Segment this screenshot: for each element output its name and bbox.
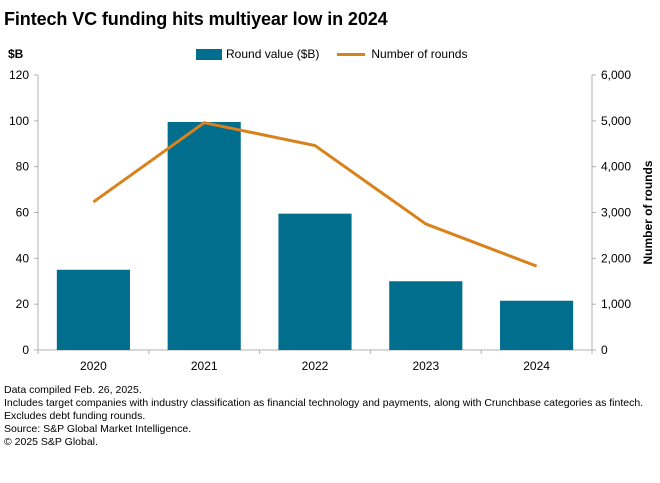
right-axis-title: Number of rounds <box>641 160 655 264</box>
x-axis-label: 2024 <box>523 359 550 373</box>
note-inclusion: Includes target companies with industry … <box>4 397 644 409</box>
chart-title: Fintech VC funding hits multiyear low in… <box>4 9 388 29</box>
left-axis-tick-label: 20 <box>16 297 30 311</box>
legend: Round value ($B) Number of rounds <box>196 47 485 61</box>
left-axis-tick-label: 120 <box>9 68 29 82</box>
right-axis-tick-label: 2,000 <box>601 251 631 265</box>
bar-round-value-2024 <box>500 300 574 350</box>
bar-round-value-2021 <box>167 121 241 351</box>
right-axis-tick-label: 3,000 <box>601 206 631 220</box>
x-axis-label: 2021 <box>191 359 218 373</box>
bar-round-value-2022 <box>278 213 352 350</box>
legend-item-number-of-rounds: Number of rounds <box>337 47 467 61</box>
right-axis-tick-label: 0 <box>601 343 608 357</box>
right-axis-tick-label: 1,000 <box>601 297 631 311</box>
note-source: Source: S&P Global Market Intelligence. <box>4 423 192 435</box>
right-axis-tick-label: 6,000 <box>601 68 631 82</box>
right-axis-tick-label: 5,000 <box>601 114 631 128</box>
x-axis-label: 2023 <box>412 359 439 373</box>
note-exclusion: Excludes debt funding rounds. <box>4 410 146 422</box>
note-copyright: © 2025 S&P Global. <box>4 436 98 448</box>
left-axis-tick-label: 0 <box>22 343 29 357</box>
legend-item-round-value: Round value ($B) <box>196 47 319 61</box>
x-axis-label: 2022 <box>302 359 329 373</box>
legend-swatch-bar <box>196 48 222 60</box>
combo-chart: 0 20 40 60 80 100 120 0 1,000 2,000 3,000 4,000 5,00… <box>9 68 655 373</box>
left-axis-tick-label: 40 <box>16 251 30 265</box>
legend-swatch-line <box>337 52 366 56</box>
legend-label-round-value: Round value ($B) <box>226 47 320 61</box>
bar-round-value-2020 <box>56 269 130 350</box>
left-axis-tick-label: 80 <box>16 160 30 174</box>
left-axis-tick-label: 100 <box>9 114 29 128</box>
right-axis-tick-label: 4,000 <box>601 160 631 174</box>
chart-notes: Data compiled Feb. 26, 2025. Includes ta… <box>4 384 654 449</box>
left-axis-unit-label: $B <box>8 47 24 61</box>
x-axis-label: 2020 <box>80 359 107 373</box>
note-date-compiled: Data compiled Feb. 26, 2025. <box>4 384 142 396</box>
left-axis-tick-label: 60 <box>16 206 30 220</box>
legend-label-number-of-rounds: Number of rounds <box>371 47 468 61</box>
bar-round-value-2023 <box>389 281 463 350</box>
